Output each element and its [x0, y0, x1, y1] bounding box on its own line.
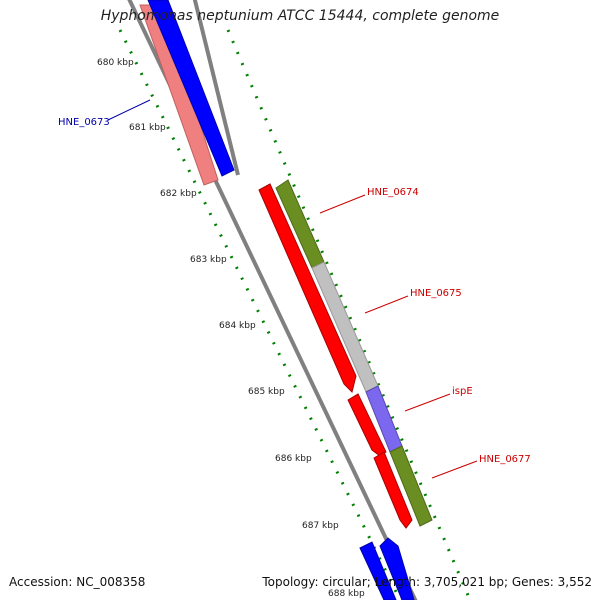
gene-hne0673-blue[interactable] [147, 0, 235, 177]
leader-hne0675 [364, 295, 409, 314]
gene-blue-bottom-2[interactable] [379, 537, 415, 600]
tick-label: 682 kbp [160, 189, 197, 199]
gene-red-3[interactable] [373, 451, 413, 529]
leader-ispe [404, 393, 451, 412]
map-title: Hyphomonas neptunium ATCC 15444, complet… [100, 8, 500, 24]
tick-label: 688 kbp [328, 589, 365, 599]
leader-hne0674 [319, 194, 366, 214]
gene-hne0677[interactable] [389, 445, 433, 527]
tick-label: 684 kbp [219, 321, 256, 331]
tick-label: 687 kbp [302, 521, 339, 531]
gene-label-ispe[interactable]: ispE [452, 386, 473, 397]
gene-label-hne0677[interactable]: HNE_0677 [479, 454, 531, 465]
leader-hne0673 [107, 99, 151, 121]
gene-label-hne0675[interactable]: HNE_0675 [410, 288, 462, 299]
tick-label: 683 kbp [190, 255, 227, 265]
gene-blue-bottom-1[interactable] [359, 541, 397, 600]
tick-label: 686 kbp [275, 454, 312, 464]
gene-label-hne0674[interactable]: HNE_0674 [367, 187, 419, 198]
accession-text: Accession: NC_008358 [9, 575, 146, 589]
summary-text: Topology: circular; Length: 3,705,021 bp… [262, 575, 592, 589]
gene-label-hne0673[interactable]: HNE_0673 [58, 117, 110, 128]
backbone-inner [127, 0, 418, 600]
backbone-outer [192, 0, 240, 176]
tick-label: 680 kbp [97, 58, 134, 68]
leader-hne0677 [431, 460, 478, 479]
tick-labels: 680 kbp 681 kbp 682 kbp 683 kbp 684 kbp … [97, 58, 365, 599]
tick-track-inner [118, 29, 402, 600]
gene-red-1[interactable] [258, 183, 357, 393]
tick-label: 685 kbp [248, 387, 285, 397]
tick-track-outer [226, 29, 472, 600]
tick-label: 681 kbp [129, 123, 166, 133]
